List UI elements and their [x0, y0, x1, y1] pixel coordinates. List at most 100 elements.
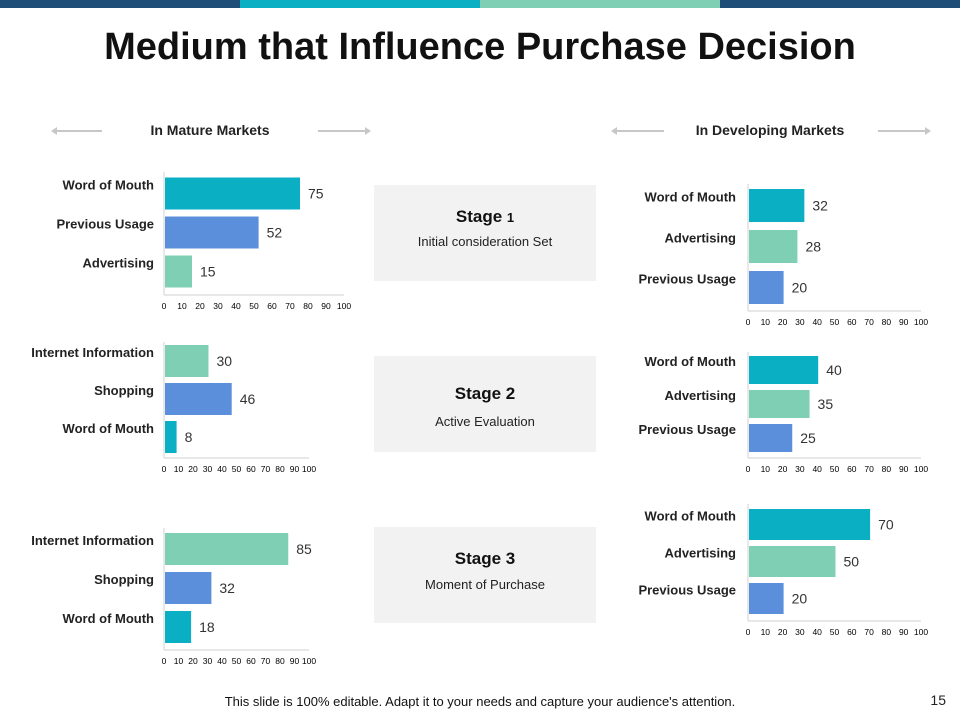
value-label: 50 — [844, 554, 860, 570]
category-label: Word of Mouth — [645, 509, 737, 524]
stage-3-box: Stage 3 Moment of Purchase — [374, 527, 596, 623]
stage-2-box: Stage 2 Active Evaluation — [374, 356, 596, 452]
x-tick-label: 10 — [761, 627, 771, 637]
category-label: Previous Usage — [638, 422, 736, 437]
x-tick-label: 50 — [830, 464, 840, 474]
x-tick-label: 50 — [830, 317, 840, 327]
chart-developing-stage-2-svg: Word of Mouth 40 Advertising 35 Previous Usa… — [638, 352, 928, 474]
stage-2-subtitle: Active Evaluation — [435, 414, 535, 429]
x-tick-label: 30 — [203, 464, 213, 474]
x-tick-label: 70 — [261, 656, 271, 666]
stage-3-title: Stage 3 — [374, 549, 596, 569]
x-tick-label: 70 — [864, 627, 874, 637]
bar-shopping — [165, 383, 232, 415]
x-tick-label: 90 — [899, 627, 909, 637]
mature-left-arrow — [51, 127, 102, 134]
x-tick-label: 70 — [261, 464, 271, 474]
x-tick-label: 80 — [882, 627, 892, 637]
footer-note: This slide is 100% editable. Adapt it to… — [224, 694, 736, 709]
x-tick-label: 80 — [303, 301, 313, 311]
x-tick-label: 50 — [232, 464, 242, 474]
x-tick-label: 100 — [302, 656, 316, 666]
top-bar-segment-1 — [0, 0, 240, 8]
value-label: 46 — [240, 391, 256, 407]
bar-word-of-mouth — [749, 356, 819, 384]
stage-1-label: Stage — [455, 207, 507, 226]
bar-advertising — [749, 230, 798, 263]
category-label: Word of Mouth — [645, 354, 737, 369]
category-label: Internet Information — [31, 345, 154, 360]
x-tick-label: 60 — [847, 317, 857, 327]
chart-mature-stage-3: Internet Information 85 Shopping 32 Word of … — [0, 528, 380, 666]
x-tick-label: 80 — [882, 464, 892, 474]
x-tick-label: 80 — [275, 656, 285, 666]
bar-previous-usage — [749, 583, 784, 614]
bar-word-of-mouth — [749, 189, 805, 222]
bar-advertising — [749, 546, 836, 577]
x-tick-label: 0 — [746, 627, 751, 637]
value-label: 18 — [199, 619, 215, 635]
x-tick-label: 20 — [188, 464, 198, 474]
page-number: 15 — [930, 692, 946, 708]
x-tick-label: 20 — [778, 627, 788, 637]
top-color-bar — [0, 0, 960, 8]
stage-2-label: Stage — [454, 384, 506, 403]
x-tick-label: 50 — [249, 301, 259, 311]
x-tick-label: 20 — [778, 464, 788, 474]
x-tick-label: 40 — [217, 656, 227, 666]
value-label: 40 — [826, 362, 842, 378]
bar-previous-usage — [749, 271, 784, 304]
chart-mature-stage-1: Word of Mouth 75 Previous Usage 52 Advertisi… — [0, 170, 380, 311]
chart-developing-stage-1-svg: Word of Mouth 32 Advertising 28 Previous Usa… — [638, 184, 928, 327]
x-tick-label: 80 — [882, 317, 892, 327]
chart-developing-stage-3-svg: Word of Mouth 70 Advertising 50 Previous Usa… — [638, 504, 928, 637]
bar-word-of-mouth — [749, 509, 871, 540]
value-label: 20 — [792, 591, 808, 607]
x-tick-label: 100 — [337, 301, 351, 311]
chart-developing-stage-1: Word of Mouth 32 Advertising 28 Previous Usa… — [580, 180, 960, 327]
category-label: Previous Usage — [638, 583, 736, 598]
stage-3-subtitle: Moment of Purchase — [425, 577, 545, 592]
value-label: 28 — [805, 239, 821, 255]
stage-1-box: Stage 1 Initial consideration Set — [374, 185, 596, 281]
stage-2-number: 2 — [505, 384, 516, 403]
bar-word-of-mouth — [165, 421, 177, 453]
bar-internet-information — [165, 345, 209, 377]
stage-1-number: 1 — [506, 210, 515, 225]
x-tick-label: 70 — [285, 301, 295, 311]
x-tick-label: 40 — [812, 317, 822, 327]
chart-mature-stage-1-svg: Word of Mouth 75 Previous Usage 52 Advertisi… — [56, 172, 351, 311]
stage-2-title: Stage 2 — [374, 384, 596, 404]
chart-mature-stage-2: Internet Information 30 Shopping 46 Word of … — [0, 340, 380, 474]
x-tick-label: 70 — [864, 317, 874, 327]
x-tick-label: 0 — [162, 656, 167, 666]
category-label: Previous Usage — [56, 217, 154, 232]
x-tick-label: 20 — [188, 656, 198, 666]
page-title: Medium that Influence Purchase Decision — [104, 26, 856, 68]
x-tick-label: 10 — [761, 464, 771, 474]
x-tick-label: 20 — [778, 317, 788, 327]
x-tick-label: 40 — [812, 627, 822, 637]
mature-markets-heading: In Mature Markets — [150, 122, 270, 138]
x-tick-label: 60 — [847, 627, 857, 637]
x-tick-label: 70 — [864, 464, 874, 474]
x-tick-label: 20 — [195, 301, 205, 311]
x-tick-label: 60 — [267, 301, 277, 311]
stage-3-number: 3 — [505, 549, 516, 568]
value-label: 85 — [296, 541, 312, 557]
x-tick-label: 60 — [246, 656, 256, 666]
x-tick-label: 60 — [847, 464, 857, 474]
category-label: Advertising — [664, 388, 736, 403]
x-tick-label: 100 — [914, 627, 928, 637]
value-label: 32 — [812, 198, 828, 214]
value-label: 75 — [308, 186, 324, 202]
x-tick-label: 90 — [899, 464, 909, 474]
bar-previous-usage — [165, 216, 259, 249]
value-label: 15 — [200, 264, 216, 280]
x-tick-label: 100 — [914, 464, 928, 474]
chart-mature-stage-2-svg: Internet Information 30 Shopping 46 Word of … — [31, 342, 316, 474]
category-label: Shopping — [94, 572, 154, 587]
category-label: Word of Mouth — [63, 611, 155, 626]
bar-word-of-mouth — [165, 177, 300, 210]
category-label: Advertising — [664, 231, 736, 246]
